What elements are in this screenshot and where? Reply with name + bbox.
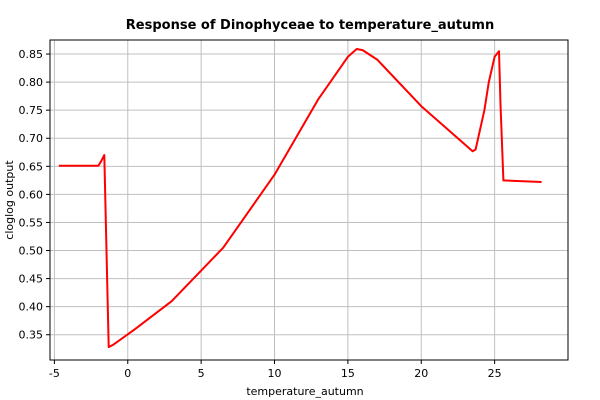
y-axis-label: cloglog output [3,160,16,240]
y-tick-label: 0.60 [19,188,44,201]
x-tick-label: -5 [49,367,60,380]
y-tick-label: 0.35 [19,329,44,342]
y-tick-label: 0.75 [19,104,44,117]
x-tick-label: 0 [124,367,131,380]
x-axis-ticks: -5 0 5 10 15 20 25 [49,360,502,380]
y-axis-ticks: 0.35 0.40 0.45 0.50 0.55 0.60 0.65 0.70 0.75 0.80… [19,48,50,342]
x-tick-label: 10 [268,367,282,380]
y-tick-label: 0.85 [19,48,44,61]
x-tick-label: 15 [341,367,355,380]
series-line [58,48,542,349]
x-tick-label: 5 [198,367,205,380]
y-tick-label: 0.65 [19,160,44,173]
y-tick-label: 0.40 [19,301,44,314]
y-tick-label: 0.55 [19,216,44,229]
y-tick-label: 0.70 [19,132,44,145]
x-tick-label: 25 [488,367,502,380]
plot-frame [49,39,569,361]
grid [50,40,568,360]
x-tick-label: 20 [414,367,428,380]
y-tick-label: 0.80 [19,76,44,89]
y-tick-label: 0.50 [19,245,44,258]
series-layer [58,48,542,349]
chart-title: Response of Dinophyceae to temperature_a… [126,18,494,33]
y-tick-label: 0.45 [19,273,44,286]
x-axis-label: temperature_autumn [246,385,363,398]
